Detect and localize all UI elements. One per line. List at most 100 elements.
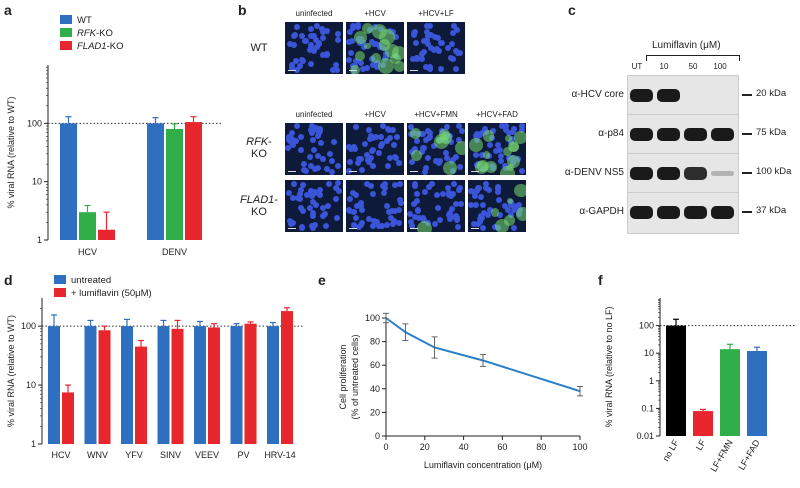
nucleus	[509, 129, 516, 136]
nucleus	[439, 190, 446, 197]
nucleus	[451, 181, 458, 188]
micrograph-tile	[468, 123, 526, 175]
nucleus	[411, 31, 418, 38]
nucleus	[382, 180, 389, 187]
nucleus	[424, 155, 431, 162]
nucleus	[391, 142, 398, 149]
nucleus	[315, 153, 322, 160]
nucleus	[395, 206, 402, 213]
nucleus	[378, 141, 385, 148]
nucleus	[494, 186, 501, 193]
bar-rfk-ko-denv	[166, 128, 183, 240]
bar-wt-denv	[147, 123, 164, 240]
hcv-stain	[514, 131, 526, 144]
nucleus	[426, 64, 433, 71]
nucleus	[306, 204, 313, 211]
nucleus	[425, 183, 432, 190]
nucleus	[511, 224, 518, 231]
hcv-stain	[355, 50, 366, 61]
bar-wt-hcv	[60, 123, 77, 240]
chart-e: 0 20 40 60 80 100 0 20 40 60 80 100 Cell proliferati…	[338, 312, 588, 470]
nucleus	[432, 221, 439, 228]
nucleus	[310, 137, 317, 144]
y-tick-label: 0.1	[641, 403, 654, 413]
nucleus	[308, 42, 315, 49]
panel-letter-a: a	[4, 2, 12, 18]
nucleus	[428, 32, 435, 39]
nucleus	[368, 39, 375, 46]
bar-veev-s1	[208, 327, 220, 444]
hcv-stain	[442, 161, 457, 175]
y-tick-label: 1	[31, 439, 36, 449]
lane-label: 50	[688, 62, 698, 71]
nucleus	[434, 46, 441, 53]
nucleus	[413, 137, 420, 144]
panel-letter-e: e	[318, 272, 326, 288]
nucleus	[445, 44, 452, 51]
nucleus	[507, 201, 514, 208]
x-tick-label: HCV	[51, 450, 70, 460]
nucleus	[354, 159, 361, 166]
nucleus	[385, 126, 392, 133]
bar-veev-s0	[194, 326, 206, 444]
nucleus	[510, 126, 517, 133]
nucleus	[361, 140, 368, 147]
microscopy-panel: uninfected +HCV +HCV+LF uninfected +HCV +HCV+…	[230, 0, 560, 240]
chart-d: 1 10 100 % viral RNA (relative to WT) HCV WNV…	[6, 275, 304, 460]
nucleus	[422, 189, 429, 196]
row-label-gene: RFK	[246, 136, 269, 148]
y-tick-label: 60	[370, 360, 380, 370]
nucleus	[407, 211, 414, 218]
blot-label: α-HCV core	[571, 89, 624, 100]
nucleus	[418, 149, 425, 156]
nucleus	[363, 64, 370, 71]
x-tick-label: no LF	[661, 438, 681, 463]
nucleus	[353, 203, 360, 210]
nucleus	[290, 138, 297, 145]
x-axis-label: Lumiflavin concentration (μM)	[424, 460, 542, 470]
row-label-ko: KO	[251, 206, 267, 218]
nucleus	[351, 222, 358, 229]
nucleus	[335, 188, 342, 195]
nucleus	[478, 151, 485, 158]
nucleus	[453, 201, 460, 208]
nucleus	[309, 210, 316, 217]
nucleus	[346, 56, 353, 63]
hcv-stain	[485, 160, 497, 173]
nucleus	[434, 34, 441, 41]
nucleus	[365, 127, 372, 134]
hcv-stain	[516, 207, 526, 221]
nucleus	[386, 134, 393, 141]
nucleus	[358, 166, 365, 173]
x-tick-label: LF	[694, 438, 708, 453]
blot-label: α-GAPDH	[579, 206, 624, 217]
nucleus	[437, 66, 444, 73]
nucleus	[309, 130, 316, 137]
hcv-stain	[410, 149, 422, 161]
nucleus	[408, 219, 415, 226]
bar-pv-s0	[230, 326, 243, 444]
nucleus	[450, 30, 457, 37]
nucleus	[458, 201, 465, 208]
column-label-row1: +HCV	[364, 9, 386, 18]
nucleus	[358, 221, 365, 228]
micrograph-tile	[407, 180, 465, 232]
nucleus	[347, 49, 354, 56]
nucleus	[482, 184, 489, 191]
nucleus	[411, 214, 418, 221]
nucleus	[316, 40, 323, 47]
x-tick-label: LF+FMN	[708, 438, 734, 474]
micrograph-tile	[285, 22, 343, 74]
nucleus	[458, 128, 465, 135]
nucleus	[308, 26, 315, 33]
hcv-stain	[513, 183, 526, 198]
nucleus	[486, 141, 493, 148]
blot-band	[684, 206, 707, 219]
nucleus	[349, 38, 356, 45]
nucleus	[310, 147, 317, 154]
x-tick-label: WNV	[87, 450, 108, 460]
nucleus	[289, 194, 296, 201]
hcv-stain	[509, 141, 520, 152]
nucleus	[516, 202, 523, 209]
nucleus	[310, 198, 317, 205]
